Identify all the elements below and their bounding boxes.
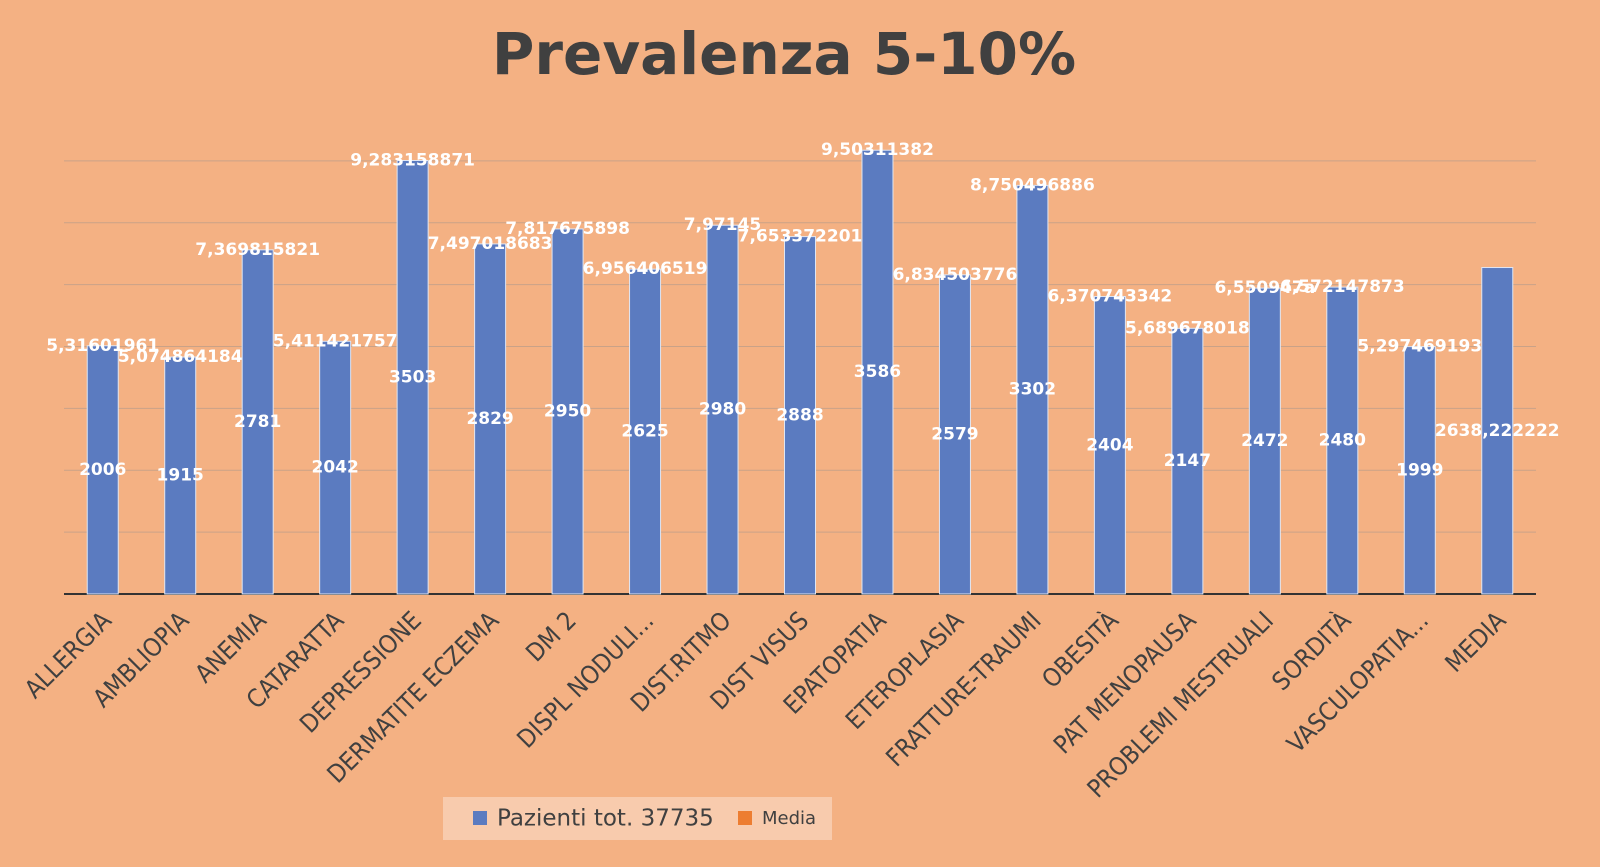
percent-label: 7,653372201: [738, 227, 863, 247]
percent-label: 6,550947a: [1214, 278, 1315, 298]
value-label: 2888: [776, 405, 823, 425]
value-label: 2638,222222: [1435, 421, 1560, 441]
value-label: 3503: [389, 367, 436, 387]
value-label: 2579: [931, 424, 978, 444]
bar: [861, 149, 894, 595]
percent-label: 7,817675898: [505, 219, 630, 239]
value-label: 2980: [699, 400, 746, 420]
value-label: 2829: [466, 409, 513, 429]
bar: [1326, 286, 1359, 595]
bar: [706, 224, 739, 595]
legend-swatch: [473, 811, 487, 825]
percent-label: 5,31601961: [46, 336, 159, 356]
bar: [474, 243, 507, 595]
percent-label: 5,411421757: [273, 331, 398, 351]
bar: [1403, 346, 1436, 595]
chart-title: Prevalenza 5-10%: [492, 20, 1076, 88]
percent-label: 6,572147873: [1280, 277, 1405, 297]
legend-label: Media: [762, 808, 816, 829]
value-label: 2950: [544, 401, 591, 421]
bar: [784, 236, 816, 595]
percent-label: 7,369815821: [195, 240, 320, 260]
value-label: 2625: [621, 422, 668, 442]
value-label: 2480: [1319, 431, 1366, 451]
legend: [443, 797, 832, 840]
percent-label: 5,297469193: [1357, 337, 1482, 357]
bar: [241, 249, 274, 595]
bar: [1171, 327, 1204, 595]
percent-label: 6,370743342: [1048, 287, 1173, 307]
percent-label: 6,834503776: [893, 265, 1018, 285]
value-label: 3586: [854, 362, 901, 382]
bar: [1481, 267, 1514, 595]
value-label: 3302: [1009, 380, 1056, 400]
bar: [551, 228, 584, 595]
percent-label: 6,956406519: [583, 259, 708, 279]
value-label: 2042: [311, 458, 358, 478]
value-label: 2781: [234, 412, 281, 432]
percent-label: 5,689678018: [1125, 318, 1250, 338]
bar: [319, 340, 352, 595]
value-label: 1915: [157, 466, 204, 486]
bar: [1016, 184, 1049, 595]
value-label: 1999: [1396, 460, 1443, 480]
bar: [396, 160, 429, 595]
bar: [629, 268, 662, 595]
legend-label: Pazienti tot. 37735: [497, 806, 714, 832]
value-label: 2404: [1086, 435, 1133, 455]
bar: [1248, 287, 1281, 595]
value-label: 2147: [1164, 451, 1211, 471]
percent-label: 9,50311382: [821, 140, 934, 160]
percent-label: 9,283158871: [350, 151, 475, 171]
percent-label: 7,97145: [684, 215, 761, 235]
bar: [164, 356, 197, 595]
bar: [86, 345, 119, 595]
percent-label: 7,497018683: [428, 234, 553, 254]
legend-swatch: [738, 811, 752, 825]
bar: [938, 274, 971, 595]
percent-label: 8,750496886: [970, 175, 1095, 195]
percent-label: 5,074864184: [118, 347, 243, 367]
value-label: 2472: [1241, 431, 1288, 451]
bar: [1093, 296, 1126, 595]
value-label: 2006: [79, 460, 126, 480]
